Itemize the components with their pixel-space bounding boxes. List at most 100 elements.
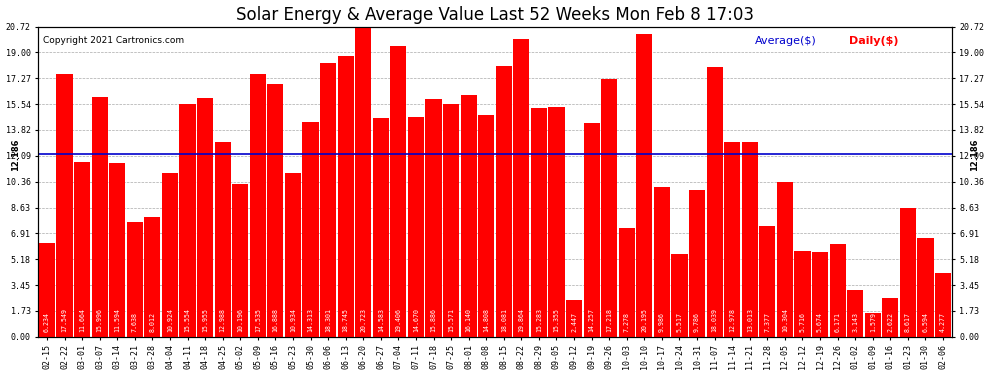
Text: 11.664: 11.664 [79, 308, 85, 332]
Text: 11.594: 11.594 [114, 308, 120, 332]
Text: 5.674: 5.674 [817, 312, 823, 332]
Bar [900, 208, 916, 337]
Bar [109, 163, 126, 337]
Text: 8.012: 8.012 [149, 312, 155, 332]
Text: 7.278: 7.278 [624, 312, 630, 332]
Text: 15.886: 15.886 [431, 308, 437, 332]
Bar [531, 108, 547, 337]
Text: Copyright 2021 Cartronics.com: Copyright 2021 Cartronics.com [43, 36, 184, 45]
Text: 9.786: 9.786 [694, 312, 700, 332]
Bar [742, 142, 757, 337]
Text: 19.864: 19.864 [519, 308, 525, 332]
Bar [637, 34, 652, 337]
Bar [285, 173, 301, 337]
Text: 6.594: 6.594 [923, 312, 929, 332]
Text: 3.143: 3.143 [852, 312, 858, 332]
Bar [794, 251, 811, 337]
Bar [390, 46, 407, 337]
Bar [583, 123, 600, 337]
Bar [671, 254, 688, 337]
Text: 8.617: 8.617 [905, 312, 911, 332]
Text: 18.745: 18.745 [343, 308, 348, 332]
Text: 15.355: 15.355 [553, 308, 559, 332]
Bar [759, 226, 775, 337]
Text: 17.218: 17.218 [606, 308, 612, 332]
Text: 5.716: 5.716 [800, 312, 806, 332]
Text: 18.301: 18.301 [325, 308, 331, 332]
Bar [548, 107, 564, 337]
Text: Daily($): Daily($) [848, 36, 898, 46]
Text: 7.638: 7.638 [132, 312, 138, 332]
Bar [39, 243, 55, 337]
Text: 16.888: 16.888 [272, 308, 278, 332]
Bar [496, 66, 512, 337]
Text: 15.571: 15.571 [448, 308, 454, 332]
Text: 2.447: 2.447 [571, 312, 577, 332]
Text: 20.195: 20.195 [642, 308, 647, 332]
Bar [707, 67, 723, 337]
Bar [197, 98, 213, 337]
Text: 5.517: 5.517 [676, 312, 682, 332]
Bar [56, 74, 72, 337]
Bar [724, 142, 741, 337]
Bar [179, 104, 196, 337]
Bar [338, 56, 353, 337]
Title: Solar Energy & Average Value Last 52 Weeks Mon Feb 8 17:03: Solar Energy & Average Value Last 52 Wee… [236, 6, 754, 24]
Bar [92, 97, 108, 337]
Text: 10.924: 10.924 [167, 308, 173, 332]
Bar [320, 63, 337, 337]
Text: 12.186: 12.186 [11, 138, 20, 171]
Bar [302, 123, 319, 337]
Bar [478, 115, 494, 337]
Bar [443, 104, 459, 337]
Bar [215, 142, 231, 337]
Text: 2.622: 2.622 [887, 312, 893, 332]
Text: 12.978: 12.978 [730, 308, 736, 332]
Text: 4.277: 4.277 [940, 312, 946, 332]
Text: 15.554: 15.554 [184, 308, 190, 332]
Text: 12.988: 12.988 [220, 308, 226, 332]
Bar [426, 99, 442, 337]
Bar [601, 79, 618, 337]
Bar [267, 84, 283, 337]
Text: 20.723: 20.723 [360, 308, 366, 332]
Text: 9.986: 9.986 [659, 312, 665, 332]
Text: 16.140: 16.140 [465, 308, 471, 332]
Text: 10.934: 10.934 [290, 308, 296, 332]
Bar [653, 187, 670, 337]
Text: 6.171: 6.171 [835, 312, 841, 332]
Bar [566, 300, 582, 337]
Text: 10.304: 10.304 [782, 308, 788, 332]
Text: 6.234: 6.234 [44, 312, 50, 332]
Text: 18.081: 18.081 [501, 308, 507, 332]
Text: 14.808: 14.808 [483, 308, 489, 332]
Text: 15.955: 15.955 [202, 308, 208, 332]
Bar [882, 297, 898, 337]
Text: 17.549: 17.549 [61, 308, 67, 332]
Bar [127, 222, 143, 337]
Text: 15.996: 15.996 [97, 308, 103, 332]
Bar [812, 252, 828, 337]
Bar [249, 74, 266, 337]
Text: 13.013: 13.013 [746, 308, 752, 332]
Bar [372, 118, 389, 337]
Text: 10.196: 10.196 [238, 308, 244, 332]
Text: 14.313: 14.313 [308, 308, 314, 332]
Text: 14.257: 14.257 [589, 308, 595, 332]
Bar [689, 190, 705, 337]
Text: 17.535: 17.535 [254, 308, 260, 332]
Bar [145, 217, 160, 337]
Bar [918, 238, 934, 337]
Bar [847, 290, 863, 337]
Text: 14.583: 14.583 [378, 308, 384, 332]
Bar [864, 313, 881, 337]
Bar [935, 273, 951, 337]
Bar [408, 117, 424, 337]
Text: 12.186: 12.186 [970, 138, 979, 171]
Bar [162, 173, 178, 337]
Bar [830, 244, 845, 337]
Text: 1.579: 1.579 [870, 312, 876, 332]
Text: 18.039: 18.039 [712, 308, 718, 332]
Bar [355, 27, 371, 337]
Bar [460, 95, 477, 337]
